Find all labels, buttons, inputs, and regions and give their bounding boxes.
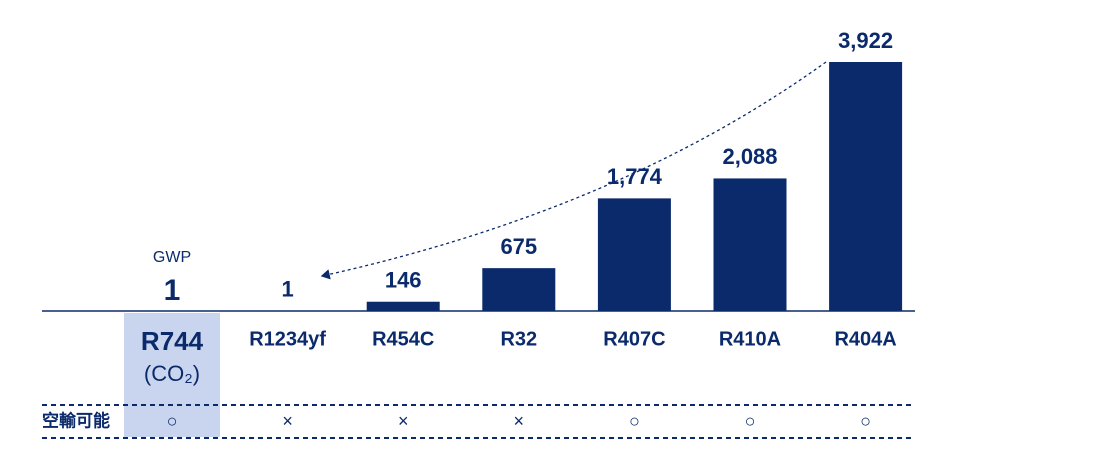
bar xyxy=(366,301,440,311)
x-tick-label: R744 xyxy=(141,326,204,356)
category-note: (CO₂) xyxy=(144,361,200,386)
highlight-box xyxy=(124,313,220,437)
row-mark: × xyxy=(398,411,409,431)
x-tick-label: R1234yf xyxy=(249,328,326,350)
row-mark: ○ xyxy=(860,411,871,431)
bar xyxy=(713,178,787,311)
row-mark: ○ xyxy=(167,411,178,431)
row-mark: ○ xyxy=(745,411,756,431)
bar xyxy=(829,62,903,311)
row-mark: × xyxy=(514,411,525,431)
bar xyxy=(482,268,556,311)
x-tick-label: R454C xyxy=(372,328,434,350)
background-layer xyxy=(124,313,220,437)
x-tick-label: R410A xyxy=(719,328,781,350)
value-label: 1 xyxy=(164,274,181,307)
bar xyxy=(597,198,671,311)
x-tick-label: R404A xyxy=(834,328,896,350)
value-label: 675 xyxy=(500,234,537,259)
x-tick-label: R32 xyxy=(500,328,537,350)
value-label: 146 xyxy=(385,268,422,293)
value-label: 1,774 xyxy=(607,164,663,189)
row-mark: × xyxy=(282,411,293,431)
x-tick-label: R407C xyxy=(603,328,665,350)
value-label-title: GWP xyxy=(153,249,191,266)
value-label: 2,088 xyxy=(722,144,777,169)
value-label: 3,922 xyxy=(838,28,893,53)
row-label: 空輸可能 xyxy=(42,410,110,430)
value-label: 1 xyxy=(281,277,293,302)
row-mark: ○ xyxy=(629,411,640,431)
